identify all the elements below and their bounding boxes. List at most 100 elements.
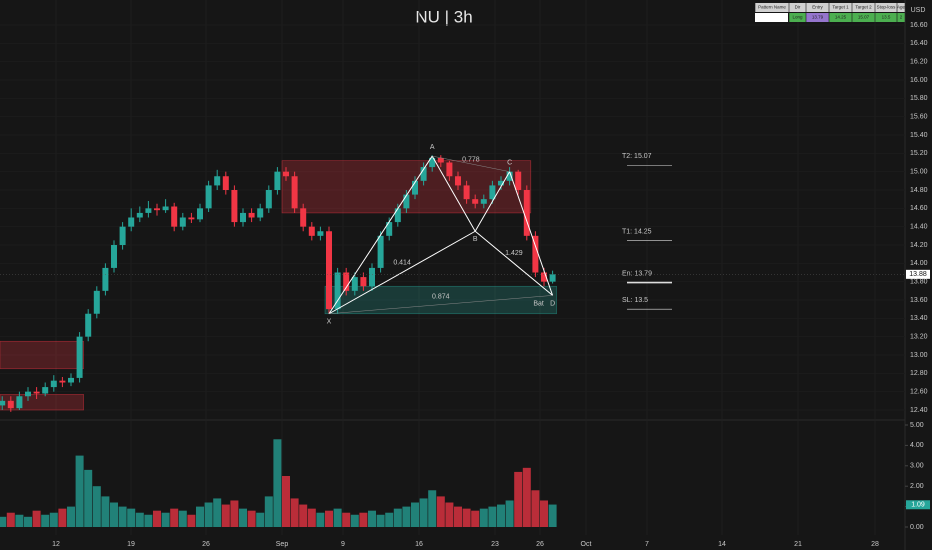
candle-body (85, 313, 92, 337)
candle-body (16, 396, 23, 409)
volume-bar (273, 439, 282, 527)
v-tick-label: 5.00 (910, 422, 924, 429)
pattern-ratio-line (328, 295, 553, 314)
v-tick-label: 3.00 (910, 463, 924, 470)
candle-body (179, 217, 186, 227)
candle-body (76, 336, 83, 378)
y-tick-label: 13.40 (910, 315, 928, 322)
candle-body (515, 171, 522, 190)
volume-bar (6, 512, 15, 527)
pattern-point-label: B (473, 236, 478, 243)
candle-body (265, 190, 272, 209)
candle-body (480, 199, 487, 204)
table-header-cell (852, 3, 875, 12)
target-label: En: 13.79 (622, 270, 652, 277)
y-tick-label: 14.40 (910, 224, 928, 231)
y-tick-label: 13.80 (910, 279, 928, 286)
pattern-ratio-line (432, 155, 510, 172)
volume-bar (522, 467, 531, 527)
candle-body (7, 400, 14, 409)
volume-bar (118, 506, 127, 527)
table-value: 15.07 (858, 15, 870, 20)
volume-bar (92, 486, 101, 527)
table-cell (755, 13, 788, 22)
table-header-cell (806, 3, 829, 12)
volume-bar (204, 502, 213, 527)
volume-bar (462, 508, 471, 527)
table-header-cell (755, 3, 789, 12)
candle-body (326, 231, 332, 310)
table-value: Long (792, 15, 803, 20)
x-tick-label: 14 (718, 541, 726, 548)
table-header-cell (829, 3, 852, 12)
volume-bar (368, 510, 376, 527)
volume-bar (428, 490, 437, 527)
zone (0, 340, 84, 370)
volume-bar (196, 506, 204, 527)
currency: USD (911, 7, 926, 14)
volume-bar (67, 506, 75, 527)
candle-body (0, 400, 6, 406)
volume-tag (906, 500, 930, 510)
volume-bar (411, 502, 419, 527)
volume-bar (393, 508, 402, 527)
candle-body (25, 391, 31, 397)
volume-bar (488, 506, 497, 527)
table-header: Dir (795, 5, 801, 10)
x-tick-label: 9 (341, 541, 345, 548)
candle-body (343, 272, 350, 291)
target-label: SL: 13.5 (622, 297, 648, 304)
candle-body (283, 171, 289, 177)
volume-bar (144, 514, 153, 527)
candle-body (93, 290, 100, 314)
y-tick-label: 15.00 (910, 169, 928, 176)
x-tick-label: 16 (415, 541, 423, 548)
candle-body (33, 391, 40, 394)
chart-title: NU | 3h (415, 7, 472, 26)
x-tick-label: 26 (202, 541, 210, 548)
candle-body (240, 212, 246, 223)
table-value: 14.25 (835, 15, 847, 20)
volume-bar (161, 512, 170, 527)
pattern-leg (509, 171, 554, 296)
pattern-leg (431, 155, 476, 232)
volume-bar (282, 476, 290, 527)
pattern-point-label: A (430, 144, 435, 151)
volume-bar (101, 496, 110, 527)
candle-body (360, 277, 367, 287)
ratio-label: 0.778 (462, 157, 480, 164)
candle-body (136, 212, 143, 218)
x-tick-label: 28 (871, 541, 879, 548)
candle-body (446, 162, 453, 177)
volume-bar (213, 498, 222, 527)
candle-body (317, 231, 324, 236)
candle-body (197, 208, 203, 220)
volume-bar (548, 504, 557, 527)
volume-bar (153, 510, 161, 527)
candle-body (420, 167, 427, 181)
candle-body (549, 274, 556, 282)
v-tick-label: 0.00 (910, 524, 924, 531)
y-tick-label: 13.00 (910, 352, 928, 359)
candle-body (59, 380, 66, 383)
volume-bar (376, 514, 385, 527)
volume-bar (540, 500, 548, 527)
candle-body (248, 212, 255, 218)
candle-body (111, 245, 117, 268)
volume-bar (445, 502, 454, 527)
volume-bar (333, 508, 342, 527)
candle-body (394, 208, 401, 223)
candle-body (377, 235, 384, 268)
candle-body (154, 208, 160, 211)
volume-bar (479, 508, 488, 527)
candle-body (42, 387, 49, 394)
volume-bar (32, 510, 41, 527)
volume-bar (230, 500, 239, 527)
candle-body (145, 208, 152, 213)
volume-bar (84, 469, 93, 527)
ratio-label: 0.874 (432, 293, 450, 300)
candle-body (171, 206, 178, 227)
table-header: Stop-loss (877, 5, 897, 10)
candle-body (498, 180, 504, 186)
